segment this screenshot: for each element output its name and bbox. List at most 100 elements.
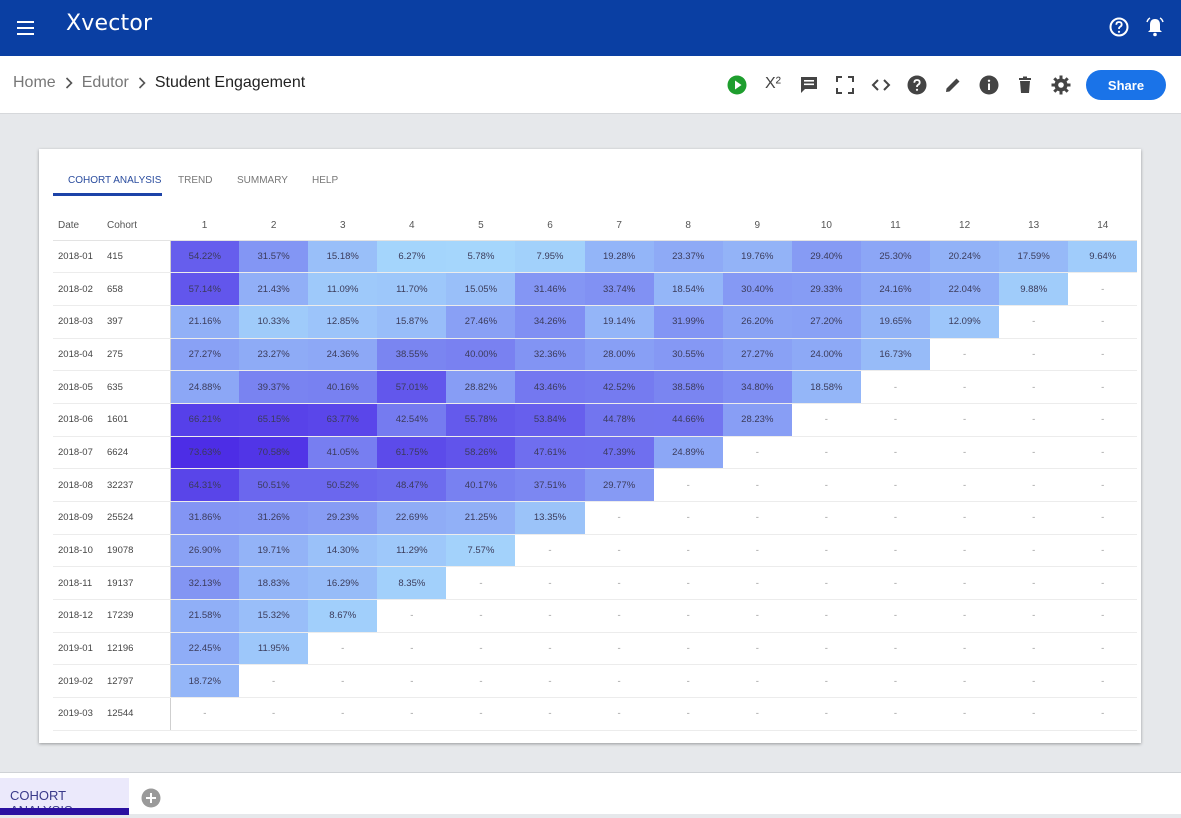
- retention-cell: 24.88%: [169, 370, 240, 404]
- comment-icon[interactable]: [798, 74, 820, 96]
- header-period[interactable]: 6: [515, 211, 585, 241]
- fullscreen-icon[interactable]: [834, 74, 856, 96]
- header-date[interactable]: Date: [53, 211, 102, 241]
- header-period[interactable]: 12: [930, 211, 1000, 241]
- retention-cell: -: [722, 534, 792, 568]
- retention-cell: -: [377, 664, 447, 699]
- retention-cell: 31.99%: [653, 305, 723, 339]
- share-button[interactable]: Share: [1086, 70, 1166, 100]
- retention-cell: -: [999, 566, 1069, 601]
- add-tab-plus-icon[interactable]: [141, 788, 161, 808]
- header-period[interactable]: 10: [791, 211, 861, 241]
- notification-bell-icon[interactable]: [1144, 16, 1166, 38]
- retention-cell: 7.95%: [515, 240, 585, 274]
- table-row: 2019-01 12196 22.45% 11.95% - - - - - - - - - - - -: [53, 632, 1138, 666]
- cohort-analysis-card: COHORT ANALYSIS TREND SUMMARY HELP Date C…: [39, 149, 1141, 743]
- retention-cell: -: [446, 697, 516, 731]
- hamburger-menu-icon[interactable]: [16, 18, 36, 38]
- retention-cell: -: [1068, 599, 1138, 633]
- retention-cell: 21.25%: [446, 501, 516, 535]
- retention-cell: -: [791, 566, 861, 601]
- retention-cell: -: [860, 370, 931, 404]
- retention-cell: 54.22%: [169, 240, 240, 274]
- tab-cohort-analysis[interactable]: COHORT ANALYSIS: [68, 175, 162, 186]
- retention-cell: 38.55%: [377, 338, 447, 372]
- retention-cell: 15.18%: [308, 240, 378, 274]
- breadcrumb-home[interactable]: Home: [13, 74, 56, 91]
- retention-cell: 25.30%: [860, 240, 931, 274]
- table-row: 2019-03 12544- - - - - - - - - - - - - -: [53, 697, 1138, 731]
- tab-trend[interactable]: TREND: [178, 175, 213, 186]
- retention-cell: 34.26%: [515, 305, 585, 339]
- table-row: 2019-02 12797 18.72% - - - - - - - - - - - - -: [53, 664, 1138, 699]
- retention-cell: -: [377, 697, 447, 731]
- header-cohort[interactable]: Cohort: [102, 211, 170, 241]
- settings-gear-icon[interactable]: [1050, 74, 1072, 96]
- retention-cell: 15.32%: [239, 599, 309, 633]
- tab-summary[interactable]: SUMMARY: [237, 175, 288, 186]
- retention-cell: -: [930, 566, 1000, 601]
- edit-pencil-icon[interactable]: [942, 74, 964, 96]
- cohort-date-cell: 2018-04: [53, 338, 102, 372]
- cohort-date-cell: 2019-02: [53, 664, 102, 699]
- retention-cell: 13.35%: [515, 501, 585, 535]
- header-period[interactable]: 11: [860, 211, 931, 241]
- breadcrumb-edutor[interactable]: Edutor: [81, 74, 129, 91]
- retention-cell: -: [584, 632, 654, 666]
- info-icon[interactable]: [978, 74, 1000, 96]
- header-period[interactable]: 4: [377, 211, 447, 241]
- active-tab-indicator: [53, 193, 162, 196]
- header-period[interactable]: 8: [653, 211, 723, 241]
- retention-cell: 40.00%: [446, 338, 516, 372]
- retention-cell: -: [377, 632, 447, 666]
- retention-cell: 9.88%: [999, 272, 1069, 306]
- retention-cell: -: [791, 534, 861, 568]
- retention-cell: 11.29%: [377, 534, 447, 568]
- retention-cell: -: [653, 468, 723, 502]
- header-period[interactable]: 5: [446, 211, 516, 241]
- retention-cell: 19.14%: [584, 305, 654, 339]
- delete-trash-icon[interactable]: [1014, 74, 1036, 96]
- table-row: 2018-03 397 21.16% 10.33% 12.85% 15.87% 27.46%…: [53, 305, 1138, 339]
- retention-cell: 19.28%: [584, 240, 654, 274]
- code-icon[interactable]: [870, 74, 892, 96]
- retention-cell: -: [722, 468, 792, 502]
- retention-cell: -: [860, 697, 931, 731]
- app-logo[interactable]: Xvector: [66, 11, 153, 36]
- header-period[interactable]: 7: [584, 211, 654, 241]
- header-period[interactable]: 1: [170, 211, 240, 241]
- retention-cell: -: [239, 664, 309, 699]
- help-circle-icon[interactable]: [1108, 16, 1130, 38]
- header-period[interactable]: 2: [239, 211, 309, 241]
- retention-cell: -: [930, 632, 1000, 666]
- retention-cell: -: [791, 501, 861, 535]
- retention-cell: 24.89%: [653, 436, 723, 470]
- table-row: 2018-08 32237 64.31% 50.51% 50.52% 48.47% 40.1…: [53, 468, 1138, 502]
- header-period[interactable]: 13: [999, 211, 1069, 241]
- formula-superscript-icon[interactable]: X²: [765, 75, 781, 92]
- retention-cell: -: [791, 403, 861, 437]
- retention-cell: 55.78%: [446, 403, 516, 437]
- table-row: 2018-05 635 24.88% 39.37% 40.16% 57.01% 28.82%…: [53, 370, 1138, 404]
- retention-cell: 57.01%: [377, 370, 447, 404]
- retention-cell: 12.85%: [308, 305, 378, 339]
- retention-cell: 28.00%: [584, 338, 654, 372]
- help-icon[interactable]: [906, 74, 928, 96]
- retention-cell: 44.66%: [653, 403, 723, 437]
- tab-help[interactable]: HELP: [312, 175, 339, 186]
- header-period[interactable]: 9: [722, 211, 792, 241]
- header-period[interactable]: 3: [308, 211, 378, 241]
- retention-cell: -: [860, 436, 931, 470]
- retention-cell: -: [860, 599, 931, 633]
- cohort-size-cell: 19137: [102, 566, 170, 601]
- retention-cell: -: [722, 599, 792, 633]
- run-play-icon[interactable]: [726, 74, 748, 96]
- retention-cell: -: [515, 632, 585, 666]
- header-period[interactable]: 14: [1068, 211, 1138, 241]
- retention-cell: 47.39%: [584, 436, 654, 470]
- table-row: 2018-01 415 54.22% 31.57% 15.18% 6.27% 5.78% 7.…: [53, 240, 1138, 274]
- retention-cell: 28.82%: [446, 370, 516, 404]
- retention-cell: -: [1068, 534, 1138, 568]
- cohort-size-cell: 415: [102, 240, 170, 274]
- retention-cell: 18.83%: [239, 566, 309, 601]
